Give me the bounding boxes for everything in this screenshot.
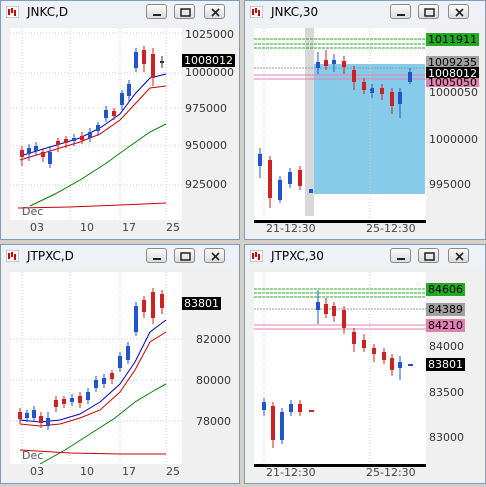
date-label: 17	[122, 221, 136, 234]
chart-area[interactable]: Dec	[10, 272, 182, 465]
chart-window-jnkc-daily: JNKC,D	[0, 0, 240, 240]
month-label: Dec	[22, 205, 43, 218]
maximize-button[interactable]	[174, 248, 195, 263]
minimize-button[interactable]	[146, 4, 167, 19]
month-label: Dec	[22, 449, 43, 462]
date-label: 25-12:30	[366, 466, 416, 479]
price-label-gray: 1009235	[426, 56, 479, 69]
window-title: JTPXC,30	[271, 249, 324, 263]
chart-app-icon	[250, 6, 263, 18]
chart-area[interactable]	[254, 272, 426, 464]
highlight-rectangle	[314, 64, 425, 194]
date-label: 10	[80, 465, 94, 478]
date-label: 25	[166, 221, 180, 234]
price-label: 1000000	[429, 133, 478, 146]
price-label: 950000	[185, 139, 227, 152]
title-bar[interactable]: JNKC,D	[1, 1, 239, 23]
date-axis: 21-12:30 25-12:30	[254, 464, 434, 480]
close-button[interactable]	[204, 248, 225, 263]
close-button[interactable]	[448, 4, 469, 19]
candlestick-chart	[254, 28, 426, 220]
price-label-pink: 1005050	[426, 78, 479, 87]
price-label: 83000	[429, 431, 464, 444]
candles	[258, 50, 412, 208]
title-bar[interactable]: JTPXC,D	[1, 245, 239, 267]
ma-red-line	[19, 449, 166, 455]
price-label: 975000	[185, 102, 227, 115]
price-label: 995000	[429, 178, 471, 191]
date-label: 17	[122, 465, 136, 478]
ma-red-short-line	[19, 85, 167, 161]
minimize-button[interactable]	[390, 248, 411, 263]
price-axis: 84606 84389 84210 84000 83801 83500 8300…	[426, 272, 484, 464]
candlestick-chart: Dec	[10, 272, 182, 465]
chart-window-jtpxc-daily: JTPXC,D	[0, 244, 240, 484]
price-label: 80000	[196, 374, 231, 387]
date-label: 21-12:30	[266, 466, 316, 479]
gray-shadow-bar	[305, 28, 314, 216]
chart-area[interactable]	[254, 28, 426, 220]
current-price-label: 83801	[426, 358, 465, 371]
chart-app-icon	[250, 250, 263, 262]
date-axis: 21-12:30 25-12:30	[254, 220, 434, 236]
candlestick-chart: Dec	[10, 28, 182, 220]
maximize-button[interactable]	[418, 248, 439, 263]
current-price-label: 1008012	[182, 54, 235, 67]
chart-window-jtpxc-30min: JTPXC,30	[244, 244, 486, 484]
current-price-label: 1008012	[426, 67, 479, 80]
window-title: JNKC,D	[27, 5, 69, 19]
date-label: 03	[30, 221, 44, 234]
candles	[20, 46, 164, 168]
chart-app-icon	[6, 250, 19, 262]
price-label: 78000	[196, 415, 231, 428]
price-label: 82000	[196, 333, 231, 346]
price-axis: 1011911 1009235 1008012 1005050 1000050 …	[426, 28, 484, 220]
minimize-button[interactable]	[390, 4, 411, 19]
window-title: JNKC,30	[271, 5, 319, 19]
date-label: 10	[80, 221, 94, 234]
date-label: 25	[166, 465, 180, 478]
candles	[262, 290, 413, 448]
candlestick-chart	[254, 272, 426, 464]
price-label: 84000	[429, 340, 464, 353]
ma-red-line	[17, 202, 167, 209]
maximize-button[interactable]	[174, 4, 195, 19]
title-bar[interactable]: JTPXC,30	[245, 245, 485, 267]
price-label: 925000	[185, 178, 227, 191]
price-label-green: 1011911	[426, 33, 479, 46]
window-title: JTPXC,D	[27, 249, 74, 263]
price-label: 1000000	[185, 66, 234, 79]
ma-blue-line	[19, 319, 167, 423]
close-button[interactable]	[448, 248, 469, 263]
price-label: 83500	[429, 386, 464, 399]
ma-red-short-line	[19, 331, 167, 427]
ma-blue-line	[19, 73, 167, 157]
date-label: 25-12:30	[366, 222, 416, 235]
ma-green-line	[39, 383, 167, 465]
minimize-button[interactable]	[146, 248, 167, 263]
ma-green-line	[29, 123, 167, 207]
chart-window-jnkc-30min: JNKC,30	[244, 0, 486, 240]
price-axis: 1025000 1008012 1000000 975000 950000 92…	[182, 28, 237, 220]
price-label-pink: 84210	[426, 319, 465, 332]
price-label-green: 84606	[426, 283, 465, 296]
price-axis: 83801 82000 80000 78000	[182, 272, 237, 464]
chart-app-icon	[6, 6, 19, 18]
date-label: 03	[30, 465, 44, 478]
chart-area[interactable]: Dec	[10, 28, 182, 220]
price-label-gray: 84389	[426, 303, 465, 316]
date-label: 21-12:30	[266, 222, 316, 235]
candles	[18, 288, 164, 430]
price-label: 1000050	[429, 88, 478, 97]
title-bar[interactable]: JNKC,30	[245, 1, 485, 23]
current-price-label: 83801	[182, 297, 221, 310]
x-axis-labels: Dec	[22, 205, 43, 218]
maximize-button[interactable]	[418, 4, 439, 19]
date-axis: 03 10 17 25	[10, 220, 190, 236]
date-axis: 03 10 17 25	[10, 464, 190, 480]
close-button[interactable]	[204, 4, 225, 19]
price-label: 1025000	[185, 28, 234, 41]
